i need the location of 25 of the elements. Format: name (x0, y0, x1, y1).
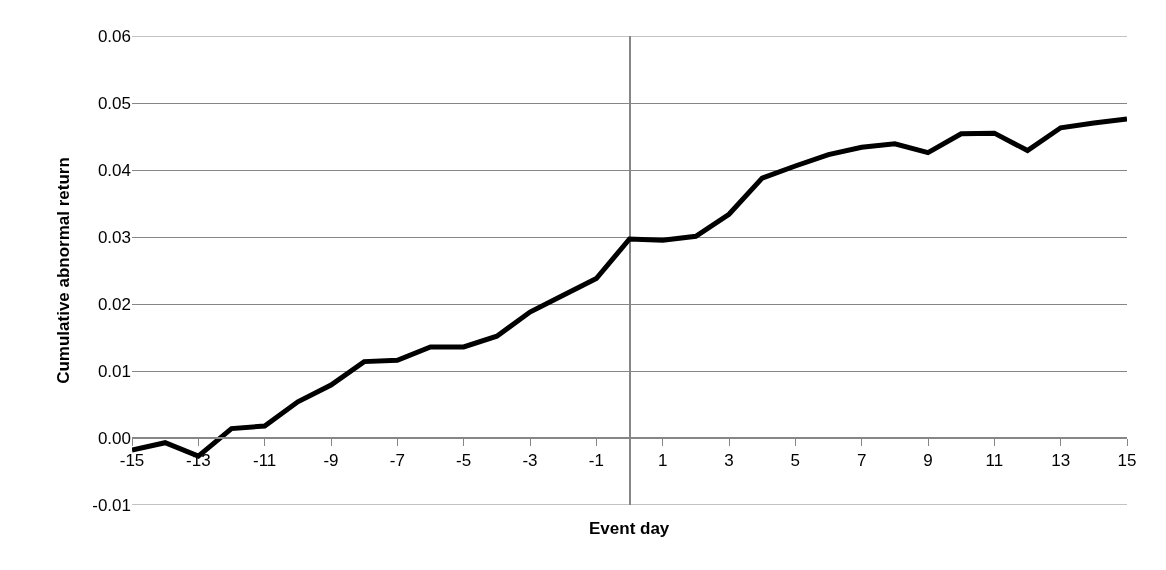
x-tick-label: 7 (856, 451, 867, 471)
x-axis-title: Event day (589, 519, 670, 538)
x-tick-label: 3 (724, 451, 734, 471)
y-tick-label: 0.05 (97, 93, 131, 113)
x-tick-label: 15 (1117, 451, 1137, 471)
x-tick-label: -15 (119, 451, 145, 471)
y-tick-label: 0.03 (97, 227, 131, 247)
y-tick-label: 0.01 (97, 361, 131, 381)
x-tick-label: -5 (456, 451, 472, 471)
x-tick-label: -9 (323, 451, 339, 471)
y-tick-label: 0.00 (97, 428, 131, 448)
x-tick-label: 1 (657, 451, 668, 471)
y-tick-label: 0.04 (97, 160, 131, 180)
x-tick-label: 9 (923, 451, 933, 471)
y-tick-label: 0.02 (97, 294, 131, 314)
x-tick-label: -7 (389, 451, 405, 471)
y-tick-label: 0.06 (97, 26, 131, 46)
y-axis-title: Cumulative abnormal return (53, 157, 73, 384)
x-tick-label: -1 (588, 451, 604, 471)
x-tick-label: 11 (985, 451, 1004, 471)
x-tick-label: -3 (522, 451, 538, 471)
y-tick-label: -0.01 (92, 495, 131, 515)
x-tick-label: 13 (1051, 451, 1071, 471)
x-tick-label: -11 (253, 451, 277, 471)
x-tick-label: 5 (790, 451, 801, 471)
